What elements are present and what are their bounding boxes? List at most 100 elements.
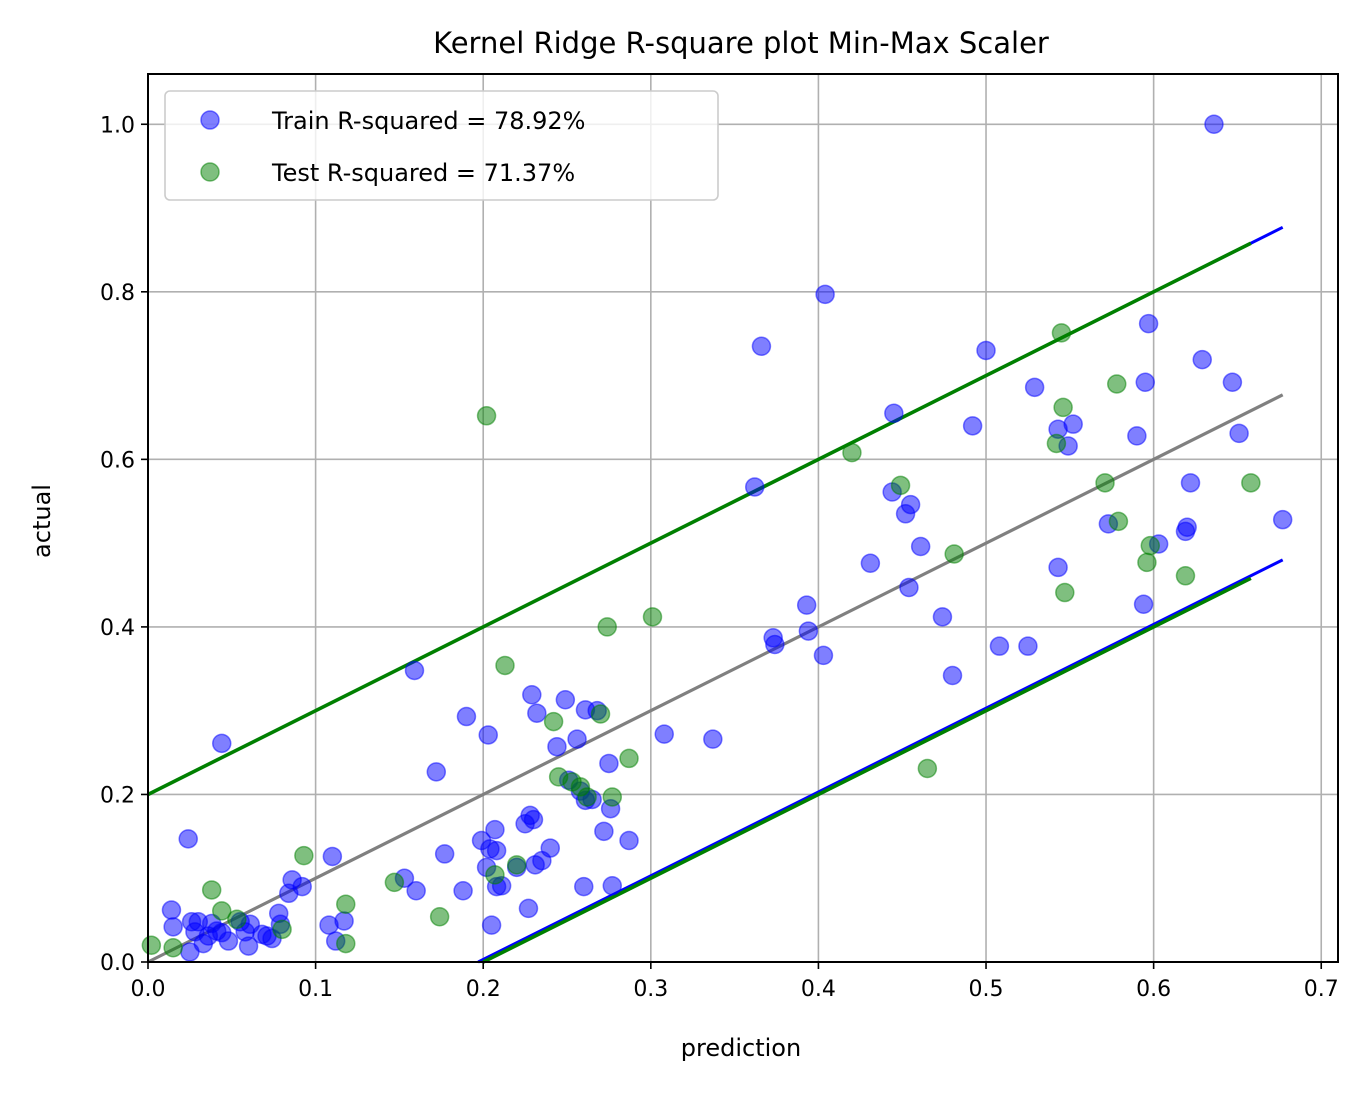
test-point: [1051, 323, 1072, 343]
x-tick-label: 0.1: [298, 977, 333, 1002]
train-point: [1177, 517, 1197, 537]
train-point: [161, 900, 182, 920]
x-tick-label: 0.5: [969, 977, 1004, 1002]
scatter-points: [141, 114, 1293, 962]
test-point: [336, 933, 356, 954]
test-point: [917, 758, 938, 779]
train-point: [481, 915, 502, 935]
test-point: [272, 919, 292, 940]
x-tick-label: 0.0: [131, 977, 166, 1002]
legend: Train R-squared = 78.92% Test R-squared …: [164, 90, 719, 201]
legend-label-train: Train R-squared = 78.92%: [271, 107, 585, 135]
train-point: [456, 706, 477, 727]
train-point: [522, 685, 542, 705]
train-point: [1229, 423, 1249, 444]
train-point: [486, 840, 507, 861]
y-axis-label: actual: [28, 484, 56, 558]
train-point: [1063, 414, 1083, 434]
train-point: [1204, 114, 1224, 135]
test-lower-band-line: [482, 576, 1252, 964]
train-point: [527, 703, 547, 723]
train-point: [218, 931, 239, 951]
train-point: [485, 819, 505, 840]
legend-marker-train: [200, 110, 220, 130]
train-point: [406, 881, 426, 901]
train-point: [594, 821, 614, 842]
train-point: [962, 416, 983, 436]
train-point: [453, 881, 473, 901]
test-point: [336, 894, 356, 914]
train-point: [574, 876, 594, 897]
test-point: [227, 909, 247, 930]
train-point: [798, 621, 819, 641]
test-point: [1046, 433, 1067, 454]
train-point: [932, 607, 953, 627]
test-point: [842, 442, 862, 463]
test-point: [590, 704, 611, 724]
x-axis-label: prediction: [681, 1034, 801, 1062]
reference-line: [147, 393, 1284, 964]
train-point: [555, 690, 576, 710]
train-point: [910, 536, 931, 557]
train-point: [899, 577, 919, 598]
x-tick-label: 0.7: [1304, 977, 1339, 1002]
test-point: [602, 787, 623, 807]
train-point: [989, 636, 1010, 656]
train-point: [1192, 349, 1212, 370]
train-point: [860, 553, 881, 573]
train-point: [654, 724, 674, 744]
test-point: [476, 406, 497, 426]
test-point: [294, 845, 314, 866]
y-tick-label: 0.4: [100, 616, 135, 641]
plot-frame: [147, 73, 1339, 963]
train-point: [163, 917, 183, 937]
train-point: [434, 844, 455, 864]
legend-marker-test: [200, 162, 220, 182]
train-point: [1048, 557, 1068, 578]
test-point: [1140, 535, 1161, 556]
train-point: [238, 936, 259, 956]
train-point: [322, 846, 343, 867]
y-tick-label: 0.0: [100, 951, 135, 976]
test-point: [495, 655, 515, 676]
x-tick-label: 0.2: [466, 977, 501, 1002]
train-point: [1180, 473, 1201, 493]
test-point: [577, 787, 597, 807]
train-point: [1135, 372, 1156, 393]
test-point: [619, 748, 639, 769]
train-point: [942, 665, 963, 686]
train-lower-band-line: [477, 558, 1284, 964]
train-point: [976, 340, 996, 361]
train-point: [540, 838, 561, 858]
test-point: [944, 544, 964, 564]
train-point: [1222, 372, 1243, 393]
test-point: [1053, 397, 1073, 418]
legend-box: [164, 90, 719, 201]
x-tick-label: 0.4: [801, 977, 836, 1002]
train-point: [1018, 636, 1038, 656]
train-point: [211, 733, 232, 754]
train-point: [884, 403, 904, 424]
reference-line-group: [147, 393, 1284, 964]
train-point: [1138, 313, 1159, 334]
axis-ticks: 0.0 0.1 0.2 0.3 0.4 0.5 0.6 0.7 0.0 0.2 0.4 0.6 0.8 1…: [100, 113, 1339, 1002]
train-point: [1133, 594, 1154, 615]
test-point: [890, 475, 911, 496]
train-point: [751, 336, 772, 357]
y-tick-label: 0.2: [100, 783, 135, 808]
train-point: [1024, 377, 1045, 398]
test-point: [384, 872, 405, 893]
test-point: [1241, 473, 1261, 493]
prediction-bands: [147, 225, 1284, 964]
test-point: [1055, 582, 1075, 603]
test-point: [141, 935, 162, 955]
test-point: [1095, 473, 1115, 493]
train-point: [523, 809, 544, 830]
test-upper-band-line: [147, 241, 1252, 797]
grid: [147, 74, 1338, 963]
train-point: [1272, 509, 1293, 530]
train-point: [619, 830, 639, 851]
test-point: [597, 617, 617, 637]
train-point: [567, 729, 587, 749]
